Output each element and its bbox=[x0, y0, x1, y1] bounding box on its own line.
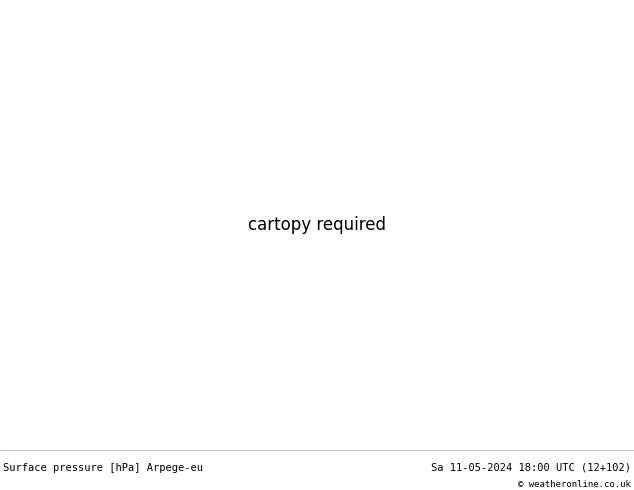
Text: Sa 11-05-2024 18:00 UTC (12+102): Sa 11-05-2024 18:00 UTC (12+102) bbox=[431, 463, 631, 473]
Text: cartopy required: cartopy required bbox=[248, 216, 386, 234]
Text: Surface pressure [hPa] Arpege-eu: Surface pressure [hPa] Arpege-eu bbox=[3, 463, 203, 473]
Text: © weatheronline.co.uk: © weatheronline.co.uk bbox=[518, 480, 631, 489]
